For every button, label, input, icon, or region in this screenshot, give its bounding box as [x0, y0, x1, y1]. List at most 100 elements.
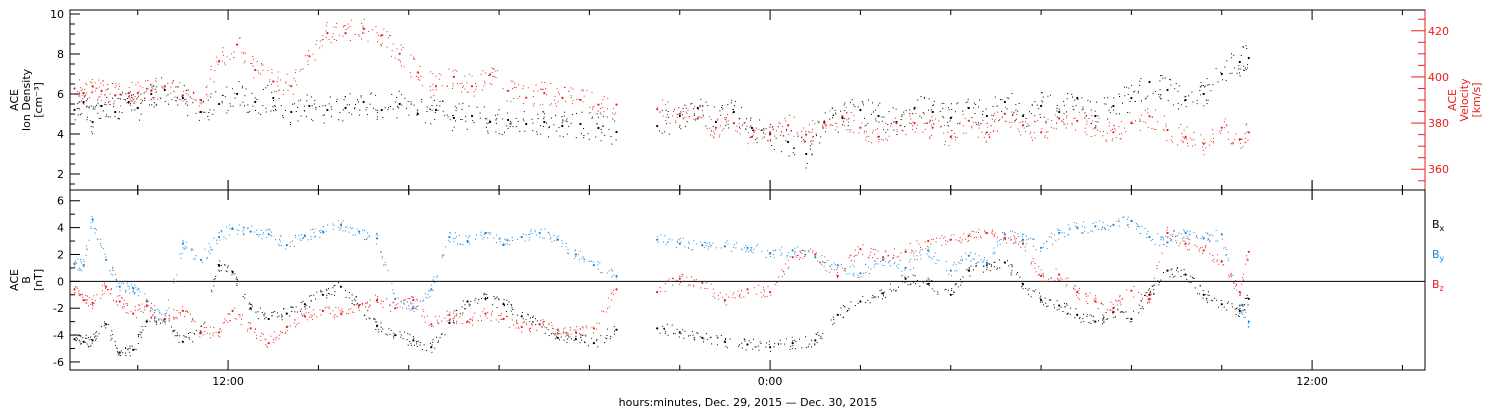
- density-0-sample: [665, 109, 667, 111]
- field-0-sample: [80, 335, 82, 336]
- field-0-sample: [1039, 297, 1041, 299]
- velocity-0-sample: [144, 97, 146, 99]
- field-0-sample: [276, 316, 278, 318]
- field-1-sample: [1082, 232, 1084, 234]
- field-2-sample: [985, 232, 987, 234]
- velocity-0-sample: [96, 87, 98, 89]
- field-0-sample: [872, 294, 874, 296]
- field-2-sample: [575, 329, 577, 331]
- density-0-sample: [604, 134, 606, 136]
- velocity-0-sample: [1151, 128, 1153, 130]
- field-0-sample: [862, 295, 864, 297]
- field-0-sample: [410, 342, 412, 344]
- velocity-0-sample: [130, 100, 132, 102]
- field-1-sample: [238, 224, 240, 226]
- density-0-sample: [1184, 100, 1185, 102]
- density-0-sample: [262, 89, 264, 90]
- velocity-0-sample: [1219, 130, 1221, 132]
- field-0-sample: [257, 318, 259, 320]
- field-1-sample: [746, 249, 748, 251]
- field-2-sample: [585, 325, 587, 327]
- field-2-sample: [783, 273, 785, 275]
- field-1-point: [1247, 320, 1250, 323]
- field-2-sample: [556, 334, 558, 336]
- field-2-sample: [1000, 239, 1002, 240]
- field-1-sample: [97, 238, 99, 240]
- legend-entry-x: Bx: [1432, 218, 1445, 233]
- density-0-sample: [996, 105, 998, 107]
- field-0-sample: [381, 330, 383, 332]
- field-1-sample: [114, 273, 116, 275]
- velocity-0-sample: [825, 131, 827, 133]
- field-0-sample: [448, 320, 450, 322]
- field-1-point: [814, 256, 817, 259]
- density-0-sample: [363, 101, 365, 103]
- velocity-0-sample: [321, 45, 323, 47]
- field-0-sample: [249, 302, 251, 304]
- field-0-sample: [895, 290, 897, 292]
- field-2-sample: [1209, 253, 1211, 255]
- velocity-0-sample: [607, 108, 608, 110]
- density-0-sample: [85, 99, 87, 101]
- field-1-sample: [725, 242, 727, 243]
- velocity-0-sample: [308, 50, 310, 52]
- velocity-0-sample: [147, 80, 149, 82]
- velocity-0-sample: [345, 29, 347, 30]
- field-1-sample: [984, 257, 985, 259]
- field-2-sample: [943, 237, 945, 239]
- velocity-0-sample: [771, 126, 773, 128]
- density-0-sample: [483, 106, 485, 108]
- density-0-sample: [203, 101, 204, 103]
- field-1-sample: [919, 251, 921, 253]
- field-1-sample: [933, 256, 935, 257]
- density-0-point: [272, 96, 275, 100]
- field-2-sample: [870, 248, 872, 250]
- field-1-sample: [748, 251, 750, 253]
- density-0-sample: [113, 103, 115, 105]
- field-1-sample: [131, 283, 132, 285]
- field-1-sample: [415, 306, 417, 308]
- field-0-sample: [496, 307, 498, 308]
- field-1-sample: [304, 236, 306, 238]
- field-1-sample: [1043, 243, 1045, 245]
- velocity-0-sample: [89, 97, 91, 99]
- velocity-0-sample: [294, 80, 296, 82]
- velocity-0-sample: [782, 135, 784, 137]
- field-0-point: [448, 321, 451, 325]
- field-0-sample: [929, 283, 930, 285]
- field-2-sample: [1085, 295, 1087, 297]
- density-0-sample: [982, 110, 984, 112]
- velocity-0-sample: [441, 85, 443, 87]
- field-1-sample: [364, 239, 365, 240]
- field-2-sample: [1172, 236, 1174, 237]
- density-0-sample: [761, 129, 763, 131]
- velocity-0-sample: [727, 114, 728, 115]
- velocity-0-sample: [361, 38, 362, 40]
- field-1-sample: [524, 240, 526, 242]
- field-1-sample: [833, 262, 835, 264]
- field-2-sample: [800, 251, 801, 253]
- field-1-sample: [430, 284, 432, 286]
- field-0-point: [321, 293, 324, 296]
- field-1-sample: [262, 232, 264, 234]
- field-2-sample: [481, 320, 482, 322]
- field-2-sample: [127, 303, 129, 305]
- field-2-sample: [1087, 295, 1089, 297]
- field-1-sample: [453, 240, 455, 242]
- velocity-0-sample: [711, 135, 713, 137]
- field-2-sample: [613, 289, 615, 291]
- velocity-0-sample: [1114, 129, 1116, 131]
- velocity-0-sample: [1098, 117, 1100, 119]
- field-2-sample: [255, 328, 256, 330]
- velocity-0-sample: [140, 102, 142, 104]
- field-0-sample: [504, 304, 505, 306]
- field-2-sample: [1003, 239, 1004, 241]
- density-0-point: [561, 124, 564, 128]
- field-1-sample: [279, 234, 281, 236]
- field-2-sample: [580, 335, 582, 336]
- field-0-point: [1021, 282, 1025, 286]
- field-0-sample: [374, 318, 376, 320]
- field-1-sample: [381, 257, 383, 259]
- field-1-sample: [340, 222, 342, 224]
- velocity-0-sample: [82, 94, 84, 96]
